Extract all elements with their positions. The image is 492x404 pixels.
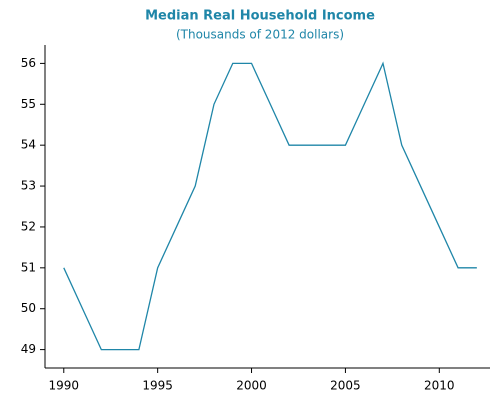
y-tick-label: 51 [21, 260, 36, 274]
x-tick-label: 1990 [49, 379, 80, 393]
y-tick-label: 53 [21, 179, 36, 193]
y-tick-label: 49 [21, 342, 36, 356]
y-tick-label: 50 [21, 301, 36, 315]
x-tick-label: 2005 [330, 379, 361, 393]
x-tick-label: 2000 [236, 379, 267, 393]
y-tick-label: 55 [21, 97, 36, 111]
x-tick-label: 1995 [142, 379, 173, 393]
chart-title: Median Real Household Income [145, 9, 375, 24]
series-line [63, 61, 477, 351]
chart-subtitle: (Thousands of 2012 dollars) [176, 28, 344, 42]
y-tick-label: 54 [21, 138, 36, 152]
y-tick-label: 56 [21, 56, 36, 70]
x-tick-label: 2010 [424, 379, 455, 393]
y-tick-label: 52 [21, 219, 36, 233]
